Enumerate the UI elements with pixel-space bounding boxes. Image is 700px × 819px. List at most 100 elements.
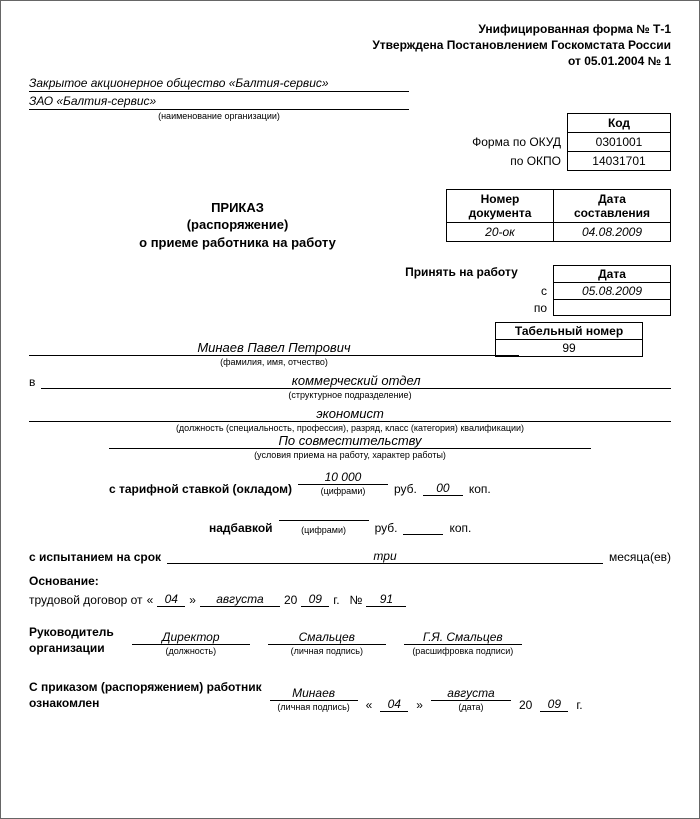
manager-row: Руководитель организации Директор (должн…	[29, 625, 671, 656]
conditions-value: По совместительству	[109, 433, 591, 449]
tabel-label: Табельный номер	[496, 323, 643, 340]
trial-row: с испытанием на срок три месяца(ев)	[29, 549, 671, 564]
bonus-value	[279, 506, 369, 521]
doc-date-value: 04.08.2009	[554, 222, 671, 241]
basis-g: г.	[333, 593, 339, 607]
okud-label: Форма по ОКУД	[466, 133, 567, 152]
ack-label1: С приказом (распоряжением) работник	[29, 680, 262, 696]
basis-num-label: №	[350, 593, 363, 607]
org-full-name: Закрытое акционерное общество «Балтия-се…	[29, 76, 409, 92]
basis-num: 91	[366, 592, 406, 607]
tariff-row: с тарифной ставкой (окладом) 10 000 (циф…	[109, 470, 671, 496]
tariff-label: с тарифной ставкой (окладом)	[109, 482, 292, 496]
approved-line: Утверждена Постановлением Госкомстата Ро…	[29, 37, 671, 53]
tariff-value: 10 000	[298, 470, 388, 485]
ack-label2: ознакомлен	[29, 696, 262, 712]
okud-value: 0301001	[568, 133, 671, 152]
q1: «	[147, 593, 154, 607]
form-line: Унифицированная форма № Т-1	[29, 21, 671, 37]
manager-decode: Г.Я. Смальцев	[404, 630, 522, 645]
ack-q2: »	[416, 698, 423, 712]
manager-sign: Смальцев	[268, 630, 386, 645]
title-block: ПРИКАЗ (распоряжение) о приеме работника…	[29, 199, 446, 252]
codes-table: Код Форма по ОКУД 0301001 по ОКПО 140317…	[466, 113, 671, 171]
form-header: Унифицированная форма № Т-1 Утверждена П…	[29, 21, 671, 70]
codes-block: Код Форма по ОКУД 0301001 по ОКПО 140317…	[466, 113, 671, 171]
ack-sign: Минаев	[270, 686, 358, 701]
basis-day: 04	[157, 592, 185, 607]
kop-label-1: коп.	[469, 482, 491, 496]
okpo-label: по ОКПО	[466, 152, 567, 171]
tabel-value: 99	[496, 340, 643, 357]
manager-label1: Руководитель	[29, 625, 114, 641]
trial-label: с испытанием на срок	[29, 550, 161, 564]
accept-date-label: Дата	[554, 266, 671, 283]
manager-decode-caption: (расшифровка подписи)	[404, 646, 522, 656]
kop-label-2: коп.	[449, 521, 471, 535]
position-row: экономист (должность (специальность, про…	[29, 406, 671, 433]
ack-day: 04	[380, 697, 408, 712]
accept-row: Принять на работу Дата с 05.08.2009 по	[29, 265, 671, 316]
v-label: в	[29, 375, 35, 389]
title-l2: (распоряжение)	[29, 216, 446, 234]
conditions-row: По совместительству (условия приема на р…	[109, 433, 591, 460]
rub-label-2: руб.	[375, 521, 398, 535]
title-l3: о приеме работника на работу	[29, 234, 446, 252]
ack-month: августа	[431, 686, 511, 701]
manager-label2: организации	[29, 641, 114, 657]
doc-num-table: Номер документа Дата составления 20-ок 0…	[446, 189, 671, 242]
accept-to-value	[554, 300, 671, 316]
basis-month: августа	[200, 592, 280, 607]
form-page: Унифицированная форма № Т-1 Утверждена П…	[0, 0, 700, 819]
title-l1: ПРИКАЗ	[29, 199, 446, 217]
doc-date-label: Дата составления	[554, 189, 671, 222]
doc-num-value: 20-ок	[447, 222, 554, 241]
okpo-value: 14031701	[568, 152, 671, 171]
accept-label: Принять на работу	[29, 265, 526, 279]
position-caption: (должность (специальность, профессия), р…	[29, 423, 671, 433]
q2: »	[189, 593, 196, 607]
accept-to-label: по	[526, 300, 554, 316]
department-caption: (структурное подразделение)	[29, 390, 671, 400]
trial-value: три	[167, 549, 603, 564]
bonus-row: надбавкой (цифрами) руб. коп.	[209, 506, 671, 535]
conditions-caption: (условия приема на работу, характер рабо…	[109, 450, 591, 460]
org-short-name: ЗАО «Балтия-сервис»	[29, 94, 409, 110]
ack-sign-caption: (личная подпись)	[270, 702, 358, 712]
title-row: ПРИКАЗ (распоряжение) о приеме работника…	[29, 161, 671, 252]
tabel-table: Табельный номер 99	[495, 322, 643, 357]
kod-label: Код	[568, 114, 671, 133]
accept-from-value: 05.08.2009	[554, 283, 671, 300]
rub-label-1: руб.	[394, 482, 417, 496]
basis-title: Основание:	[29, 574, 671, 588]
org-caption: (наименование организации)	[29, 111, 409, 121]
manager-position-caption: (должность)	[132, 646, 250, 656]
position-value: экономист	[29, 406, 671, 422]
ack-date-caption: (дата)	[431, 702, 511, 712]
kop1-value: 00	[423, 481, 463, 496]
ack-year: 09	[540, 697, 568, 712]
ack-g: г.	[576, 698, 582, 712]
bonus-label: надбавкой	[209, 521, 273, 535]
bonus-caption: (цифрами)	[279, 525, 369, 535]
manager-sign-caption: (личная подпись)	[268, 646, 386, 656]
basis-year-prefix: 20	[284, 593, 297, 607]
basis-label: трудовой договор от	[29, 593, 143, 607]
department-value: коммерческий отдел	[41, 373, 671, 389]
accept-from-label: с	[526, 283, 554, 300]
tabel-row: Табельный номер 99	[29, 322, 671, 356]
basis-row: трудовой договор от « 04 » августа 20 09…	[29, 592, 671, 607]
doc-num-label: Номер документа	[447, 189, 554, 222]
org-block: Закрытое акционерное общество «Балтия-се…	[29, 76, 409, 121]
manager-position: Директор	[132, 630, 250, 645]
ack-row: С приказом (распоряжением) работник озна…	[29, 680, 671, 711]
trial-months: месяца(ев)	[609, 550, 671, 564]
fio-caption: (фамилия, имя, отчество)	[29, 357, 519, 367]
header-date-line: от 05.01.2004 № 1	[29, 53, 671, 69]
ack-year-prefix: 20	[519, 698, 532, 712]
dept-row: в коммерческий отдел	[29, 373, 671, 389]
accept-table: Дата с 05.08.2009 по	[526, 265, 671, 316]
kop2-value	[403, 520, 443, 535]
basis-year: 09	[301, 592, 329, 607]
ack-q1: «	[366, 698, 373, 712]
